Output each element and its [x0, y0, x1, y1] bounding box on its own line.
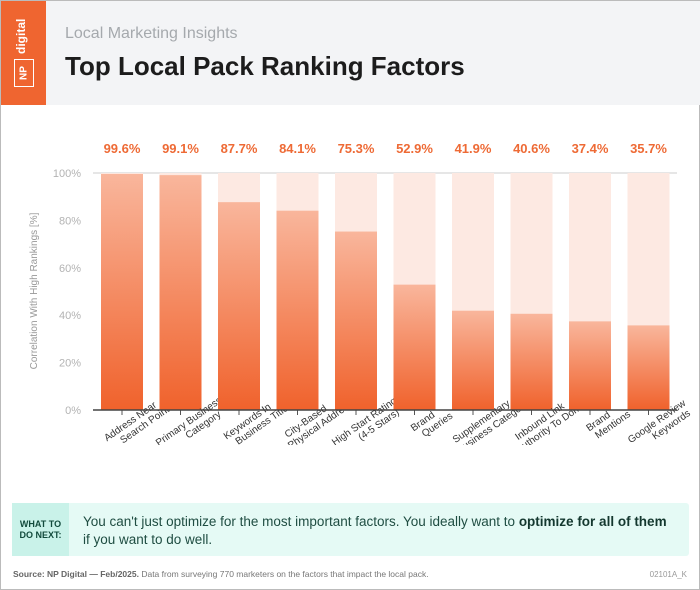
source-note: Source: NP Digital — Feb/2025. Data from… [13, 569, 429, 579]
y-tick-label: 100% [53, 168, 81, 180]
graphic-code: 02101A_K [649, 570, 687, 579]
bar [218, 202, 260, 410]
logo-text: digital [14, 18, 28, 54]
value-label: 52.9% [396, 141, 433, 156]
subtitle: Local Marketing Insights [65, 25, 238, 42]
bar [335, 231, 377, 410]
source-text: Data from surveying 770 marketers on the… [138, 569, 429, 579]
y-axis-label: Correlation With High Rankings [%] [29, 212, 40, 369]
callout-label: WHAT TO DO NEXT: [12, 503, 69, 556]
bar [276, 210, 319, 410]
bar [510, 313, 553, 410]
y-tick-label: 0% [65, 405, 81, 417]
value-label: 99.1% [162, 141, 199, 156]
logo-mark: NP [14, 59, 34, 87]
callout-text-part: You can't just optimize for the most imp… [83, 514, 519, 529]
page-title: Top Local Pack Ranking Factors [65, 51, 465, 81]
bar [627, 325, 670, 410]
bar-chart: Correlation With High Rankings [%] 0% 20%… [1, 105, 700, 456]
bar [569, 321, 611, 410]
callout-text-part: if you want to do well. [83, 532, 213, 547]
value-label: 37.4% [572, 141, 609, 156]
value-label: 41.9% [455, 141, 492, 156]
source-bold: Source: NP Digital — Feb/2025. [13, 569, 139, 579]
value-label: 35.7% [630, 141, 667, 156]
y-tick-label: 60% [59, 263, 81, 275]
bar [101, 173, 143, 410]
callout-label-line1: WHAT TO [19, 518, 62, 529]
callout-label-line2: DO NEXT: [19, 529, 62, 540]
y-tick-label: 80% [59, 215, 81, 227]
y-tick-label: 20% [59, 358, 81, 370]
y-tick-label: 40% [59, 310, 81, 322]
what-to-do-next-callout: WHAT TO DO NEXT: You can't just optimize … [12, 503, 689, 556]
value-label: 75.3% [338, 141, 375, 156]
callout-text-bold: optimize for all of them [518, 514, 667, 529]
bar [393, 284, 436, 410]
callout-text: You can't just optimize for the most imp… [83, 513, 673, 549]
value-label: 99.6% [104, 141, 141, 156]
bar [452, 310, 494, 410]
header: digital NP Local Marketing Insights Top … [1, 1, 700, 105]
chart-svg: Correlation With High Rankings [%] 0% 20%… [29, 141, 693, 456]
value-label: 40.6% [513, 141, 550, 156]
np-digital-logo: digital NP [1, 1, 46, 105]
bar [159, 175, 202, 410]
value-label: 84.1% [279, 141, 316, 156]
value-label: 87.7% [221, 141, 258, 156]
